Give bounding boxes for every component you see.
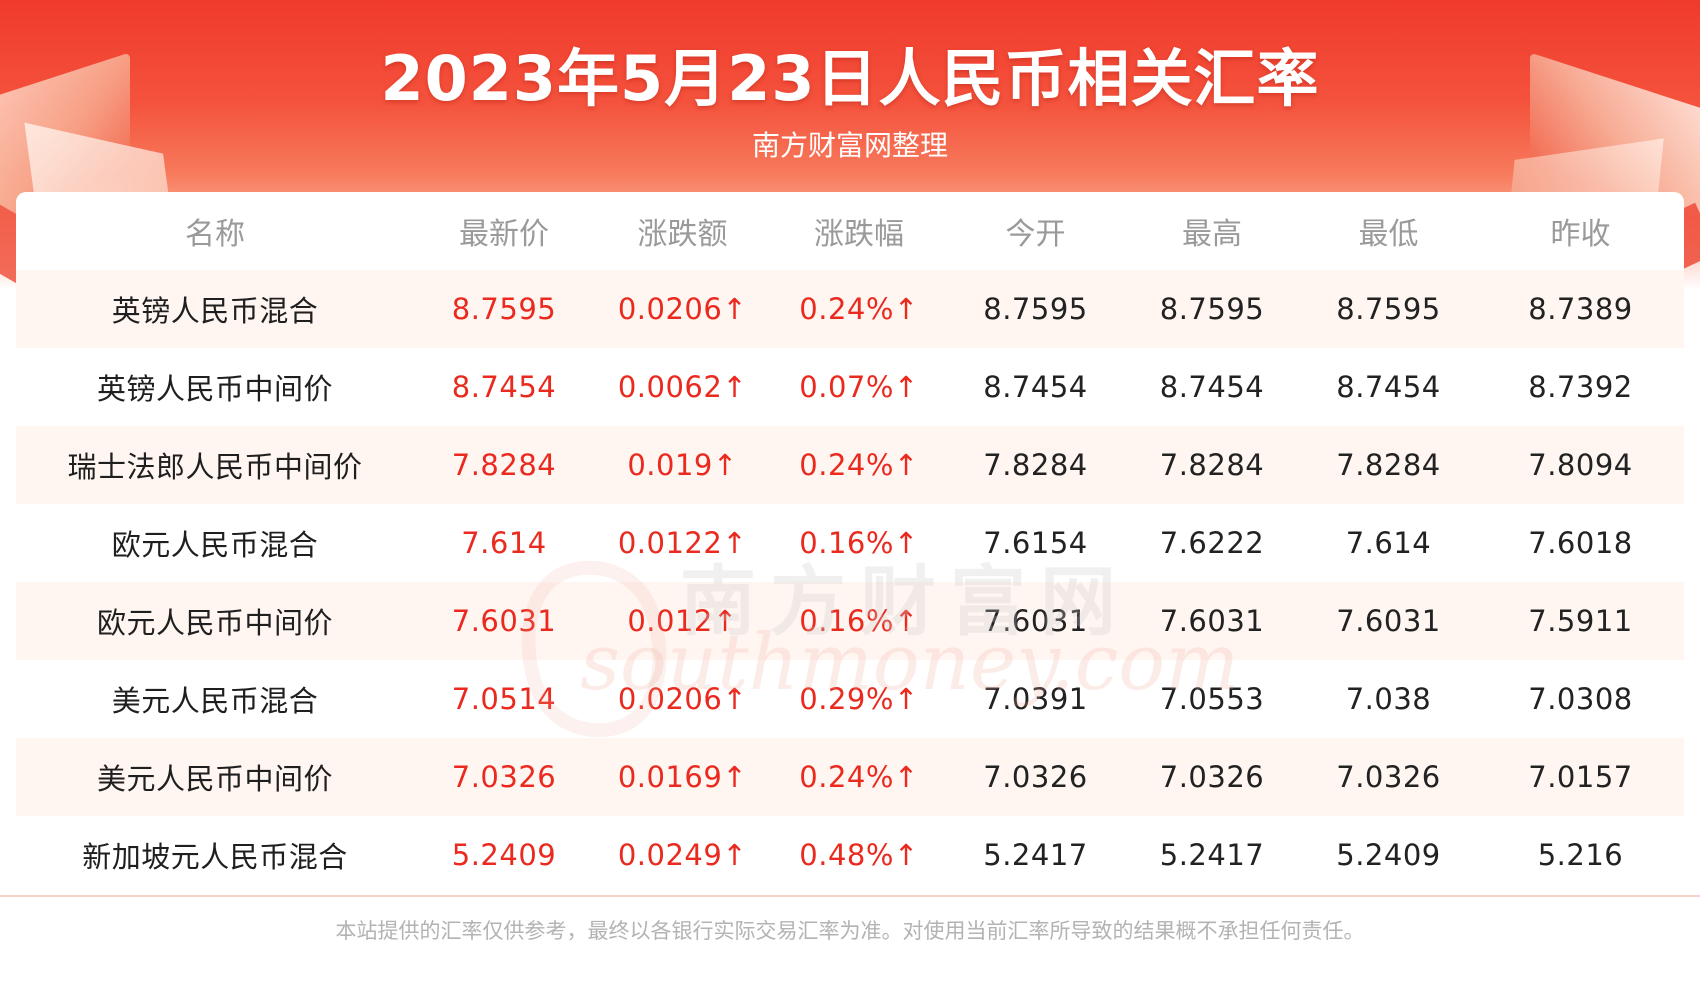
cell-change: 0.0062↑ [594,348,771,426]
cell-name: 新加坡元人民币混合 [16,816,414,894]
cell-name: 美元人民币混合 [16,660,414,738]
cell-open: 7.8284 [947,426,1124,504]
page-title: 2023年5月23日人民币相关汇率 [380,42,1320,115]
cell-name: 美元人民币中间价 [16,738,414,816]
cell-change-pct: 0.24%↑ [771,270,947,348]
page-subtitle: 南方财富网整理 [751,129,948,162]
exchange-rate-table: 名称 最新价 涨跌额 涨跌幅 今开 最高 最低 昨收 英镑人民币混合 8.759… [16,192,1684,894]
footer-divider [0,895,1700,897]
footer-disclaimer: 本站提供的汇率仅供参考，最终以各银行实际交易汇率为准。对使用当前汇率所导致的结果… [335,919,1365,943]
cell-low: 7.8284 [1300,426,1477,504]
cell-latest: 7.8284 [414,426,594,504]
cell-change-pct: 0.24%↑ [771,738,947,816]
cell-latest: 7.0326 [414,738,594,816]
cell-prev-close: 5.216 [1477,816,1684,894]
column-header-low: 最低 [1358,217,1419,252]
cell-latest: 7.6031 [414,582,594,660]
cell-prev-close: 7.6018 [1477,504,1684,582]
cell-change: 0.0206↑ [594,660,771,738]
cell-high: 8.7595 [1124,270,1300,348]
cell-low: 5.2409 [1300,816,1477,894]
table-header-row: 名称 最新价 涨跌额 涨跌幅 今开 最高 最低 昨收 [16,192,1684,270]
cell-low: 7.038 [1300,660,1477,738]
cell-prev-close: 7.5911 [1477,582,1684,660]
cell-high: 7.0326 [1124,738,1300,816]
table-row: 美元人民币混合 7.0514 0.0206↑ 0.29%↑ 7.0391 7.0… [16,660,1684,738]
table-row: 欧元人民币中间价 7.6031 0.012↑ 0.16%↑ 7.6031 7.6… [16,582,1684,660]
column-header-high: 最高 [1182,217,1242,252]
cell-prev-close: 7.8094 [1477,426,1684,504]
cell-name: 英镑人民币混合 [16,270,414,348]
table-row: 新加坡元人民币混合 5.2409 0.0249↑ 0.48%↑ 5.2417 5… [16,816,1684,894]
table-row: 英镑人民币混合 8.7595 0.0206↑ 0.24%↑ 8.7595 8.7… [16,270,1684,348]
cell-latest: 5.2409 [414,816,594,894]
cell-open: 8.7454 [947,348,1124,426]
cell-change-pct: 0.07%↑ [771,348,947,426]
cell-prev-close: 8.7392 [1477,348,1684,426]
cell-high: 7.8284 [1124,426,1300,504]
cell-high: 7.0553 [1124,660,1300,738]
cell-low: 7.6031 [1300,582,1477,660]
cell-name: 欧元人民币混合 [16,504,414,582]
cell-name: 欧元人民币中间价 [16,582,414,660]
cell-change: 0.019↑ [594,426,771,504]
cell-open: 7.0391 [947,660,1124,738]
cell-change: 0.0169↑ [594,738,771,816]
cell-change-pct: 0.16%↑ [771,582,947,660]
cell-latest: 7.0514 [414,660,594,738]
cell-change: 0.0206↑ [594,270,771,348]
cell-prev-close: 8.7389 [1477,270,1684,348]
cell-change-pct: 0.29%↑ [771,660,947,738]
cell-high: 5.2417 [1124,816,1300,894]
cell-prev-close: 7.0157 [1477,738,1684,816]
cell-change: 0.012↑ [594,582,771,660]
column-header-latest: 最新价 [459,217,549,252]
cell-low: 7.0326 [1300,738,1477,816]
cell-latest: 8.7595 [414,270,594,348]
cell-high: 7.6222 [1124,504,1300,582]
cell-high: 7.6031 [1124,582,1300,660]
cell-change-pct: 0.16%↑ [771,504,947,582]
table-row: 英镑人民币中间价 8.7454 0.0062↑ 0.07%↑ 8.7454 8.… [16,348,1684,426]
cell-change-pct: 0.48%↑ [771,816,947,894]
column-header-prev-close: 昨收 [1550,217,1611,252]
cell-prev-close: 7.0308 [1477,660,1684,738]
cell-name: 英镑人民币中间价 [16,348,414,426]
table-row: 瑞士法郎人民币中间价 7.8284 0.019↑ 0.24%↑ 7.8284 7… [16,426,1684,504]
cell-open: 5.2417 [947,816,1124,894]
cell-low: 8.7595 [1300,270,1477,348]
table-row: 欧元人民币混合 7.614 0.0122↑ 0.16%↑ 7.6154 7.62… [16,504,1684,582]
cell-latest: 7.614 [414,504,594,582]
cell-change: 0.0249↑ [594,816,771,894]
table-row: 美元人民币中间价 7.0326 0.0169↑ 0.24%↑ 7.0326 7.… [16,738,1684,816]
cell-open: 7.6154 [947,504,1124,582]
cell-open: 7.6031 [947,582,1124,660]
cell-change-pct: 0.24%↑ [771,426,947,504]
cell-open: 7.0326 [947,738,1124,816]
column-header-change-pct: 涨跌幅 [814,217,904,252]
column-header-open: 今开 [1005,217,1066,252]
cell-latest: 8.7454 [414,348,594,426]
cell-low: 8.7454 [1300,348,1477,426]
column-header-change: 涨跌额 [637,217,728,252]
cell-low: 7.614 [1300,504,1477,582]
cell-open: 8.7595 [947,270,1124,348]
cell-name: 瑞士法郎人民币中间价 [16,426,414,504]
cell-high: 8.7454 [1124,348,1300,426]
cell-change: 0.0122↑ [594,504,771,582]
column-header-name: 名称 [185,217,245,252]
